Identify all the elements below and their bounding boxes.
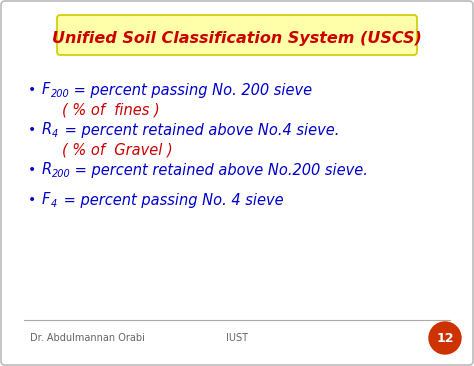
Text: R: R [42,123,52,138]
Text: IUST: IUST [226,333,248,343]
FancyBboxPatch shape [57,15,417,55]
Text: R: R [42,163,52,178]
Text: ( % of  Gravel ): ( % of Gravel ) [62,142,173,157]
Text: •: • [28,83,36,97]
Text: 200: 200 [52,169,71,179]
Text: 12: 12 [436,332,454,344]
Text: = percent passing No. 200 sieve: = percent passing No. 200 sieve [69,82,312,97]
Circle shape [429,322,461,354]
Text: = percent passing No. 4 sieve: = percent passing No. 4 sieve [59,193,283,208]
Text: Dr. Abdulmannan Orabi: Dr. Abdulmannan Orabi [30,333,145,343]
Text: •: • [28,123,36,137]
Text: 200: 200 [51,89,70,99]
Text: •: • [28,163,36,177]
Text: 4: 4 [51,199,57,209]
Text: F: F [42,193,50,208]
Text: 4: 4 [52,129,58,139]
Text: Unified Soil Classification System (USCS): Unified Soil Classification System (USCS… [52,30,422,45]
Text: •: • [28,193,36,207]
Text: ( % of  fines ): ( % of fines ) [62,102,160,117]
Text: = percent retained above No.200 sieve.: = percent retained above No.200 sieve. [70,163,368,178]
Text: F: F [42,82,50,97]
Text: = percent retained above No.4 sieve.: = percent retained above No.4 sieve. [60,123,339,138]
